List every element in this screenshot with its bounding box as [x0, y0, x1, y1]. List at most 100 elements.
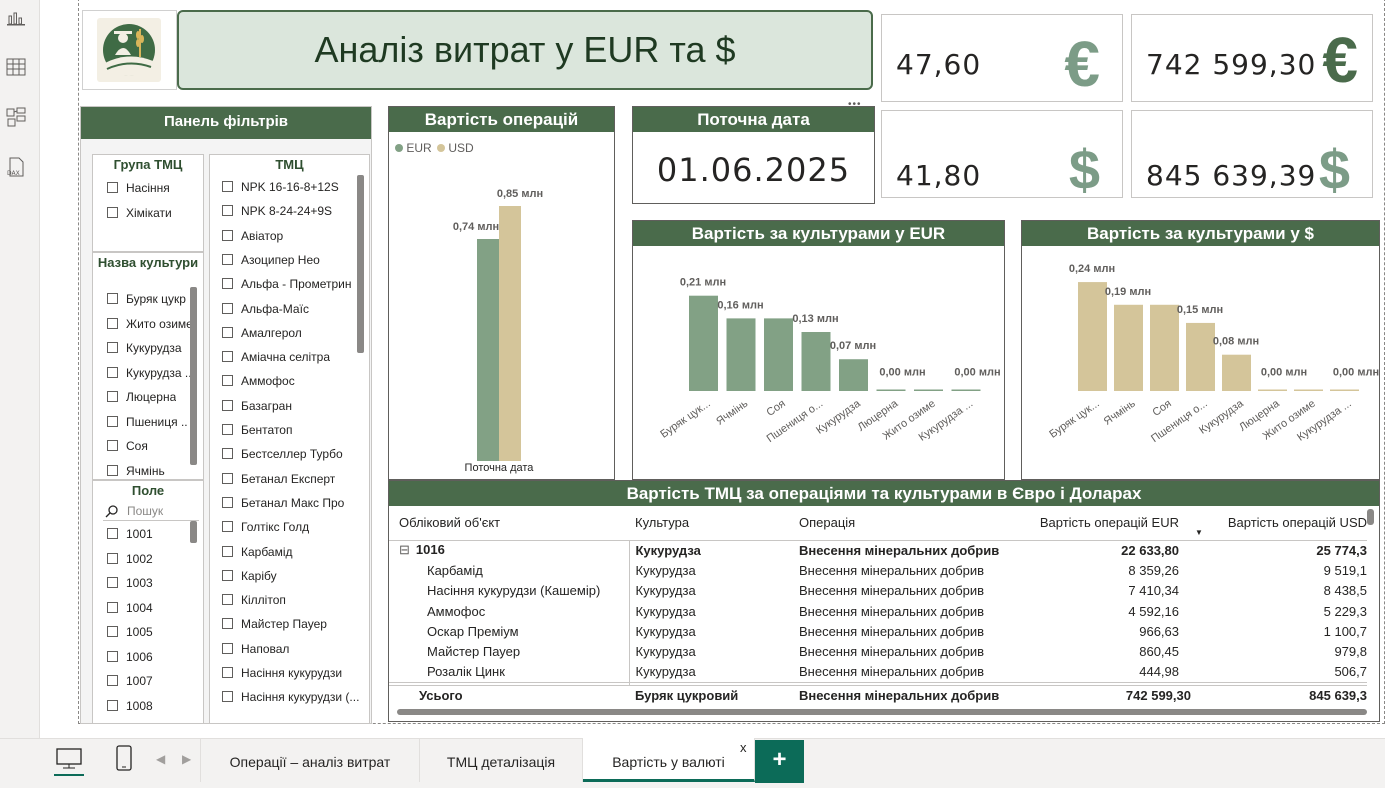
model-view-icon[interactable] [5, 106, 27, 128]
bar-eur[interactable] [477, 239, 499, 461]
tab-tmc-details[interactable]: ТМЦ деталізація [420, 738, 583, 782]
checkbox[interactable] [222, 569, 233, 581]
slicer-item[interactable]: 1005 [107, 625, 153, 639]
checkbox[interactable] [222, 399, 233, 411]
checkbox[interactable] [222, 594, 233, 606]
column-header-operation[interactable]: Операція [799, 515, 856, 531]
slicer-item[interactable]: Бентатоп [222, 423, 292, 437]
slicer-item[interactable]: NPK 8-24-24+9S [222, 204, 332, 218]
tab-currency-cost[interactable]: Вартість у валюті [583, 738, 755, 782]
slicer-item[interactable]: Хімікати [107, 206, 172, 220]
checkbox[interactable] [222, 448, 233, 460]
report-view-icon[interactable] [5, 8, 27, 30]
bar[interactable] [1258, 389, 1287, 392]
checkbox[interactable] [222, 472, 233, 484]
slicer-item[interactable]: Карібу [222, 569, 277, 583]
table-row[interactable]: Аммофос Кукурудза Внесення мінеральних доб… [389, 600, 1367, 622]
column-header-object[interactable]: Обліковий об'єкт [399, 515, 501, 531]
checkbox[interactable] [107, 182, 118, 193]
table-row[interactable]: Майстер Пауер Кукурудза Внесення мінеральн… [389, 641, 1367, 662]
checkbox[interactable] [107, 675, 118, 686]
checkbox[interactable] [107, 528, 118, 539]
checkbox[interactable] [222, 302, 233, 314]
checkbox[interactable] [107, 391, 118, 402]
checkbox[interactable] [107, 415, 118, 427]
more-options-icon[interactable]: ••• [848, 99, 862, 110]
slicer-scrollbar[interactable] [190, 521, 197, 543]
slicer-item[interactable]: 1003 [107, 576, 153, 590]
checkbox[interactable] [107, 699, 118, 711]
slicer-item[interactable]: Насіння кукурудзи (... [222, 690, 359, 704]
slicer-item[interactable]: Наповал [222, 642, 289, 656]
slicer-item[interactable]: 1004 [107, 601, 153, 615]
checkbox[interactable] [222, 326, 233, 338]
bar-usd[interactable] [499, 206, 521, 461]
checkbox[interactable] [222, 545, 233, 557]
bar[interactable] [1186, 322, 1215, 391]
bar[interactable] [1150, 304, 1179, 391]
slicer-item[interactable]: Амалгерол [222, 326, 302, 340]
bar[interactable] [1330, 389, 1359, 392]
checkbox[interactable] [222, 205, 233, 217]
checkbox[interactable] [222, 667, 233, 678]
slicer-item[interactable]: Насіння кукурудзи [222, 666, 342, 680]
column-header-eur[interactable]: Вартість операцій EUR [1039, 515, 1179, 531]
slicer-item[interactable]: Карбамід [222, 545, 293, 559]
slicer-item[interactable]: Базагран [222, 399, 292, 413]
slicer-item[interactable]: Бетанал Макс Про [222, 496, 344, 510]
bar[interactable] [689, 295, 718, 391]
checkbox[interactable] [222, 642, 233, 654]
slicer-scrollbar[interactable] [357, 175, 364, 353]
checkbox[interactable] [222, 691, 233, 703]
add-page-button[interactable]: + [755, 740, 804, 783]
slicer-item[interactable]: 1007 [107, 674, 153, 688]
checkbox[interactable] [222, 496, 233, 508]
slicer-item[interactable]: Майстер Пауер [222, 617, 327, 631]
table-row[interactable]: ⊟ 1016 Кукурудза Внесення мінеральних добри… [389, 540, 1367, 561]
matrix-vertical-scrollbar[interactable] [1367, 509, 1374, 525]
checkbox[interactable] [107, 317, 118, 329]
slicer-item[interactable]: Соя [107, 439, 148, 453]
table-row[interactable]: Карбамід Кукурудза Внесення мінеральних до… [389, 560, 1367, 581]
checkbox[interactable] [222, 375, 233, 387]
bar[interactable] [764, 318, 793, 391]
bar[interactable] [876, 389, 906, 392]
matrix-horizontal-scrollbar[interactable] [397, 709, 1367, 715]
bar[interactable] [726, 318, 756, 391]
slicer-item[interactable]: Люцерна [107, 390, 176, 404]
scroll-left-icon[interactable]: ◀ [156, 752, 166, 766]
table-row[interactable]: Оскар Преміум Кукурудза Внесення мінеральн… [389, 621, 1367, 642]
desktop-layout-icon[interactable] [54, 746, 84, 776]
slicer-item[interactable]: Насіння [107, 181, 170, 195]
bar[interactable] [1078, 282, 1107, 391]
slicer-item[interactable]: Аммофос [222, 374, 295, 388]
expand-collapse-icon[interactable]: ⊟ [399, 542, 410, 558]
bar[interactable] [951, 389, 981, 392]
slicer-item[interactable]: Буряк цукр [107, 292, 186, 306]
mobile-layout-icon[interactable] [112, 744, 136, 774]
checkbox[interactable] [107, 342, 118, 353]
scroll-right-icon[interactable]: ▶ [182, 752, 192, 766]
slicer-item[interactable]: Бетанал Експерт [222, 472, 335, 486]
checkbox[interactable] [107, 293, 118, 304]
slicer-item[interactable]: 1008 [107, 699, 153, 713]
slicer-item[interactable]: Альфа-Маїс [222, 302, 309, 316]
bar[interactable] [839, 359, 868, 391]
slicer-item[interactable]: Пшениця .. [107, 415, 188, 429]
search-box[interactable]: Пошук [103, 501, 199, 521]
checkbox[interactable] [107, 366, 118, 378]
slicer-item[interactable]: 1006 [107, 650, 153, 664]
column-header-usd[interactable]: Вартість операцій USD ▼ [1191, 506, 1367, 540]
column-header-culture[interactable]: Культура [635, 515, 690, 531]
bar[interactable] [1114, 304, 1143, 391]
slicer-item[interactable]: Жито озиме [107, 317, 193, 331]
checkbox[interactable] [107, 626, 118, 637]
slicer-item[interactable]: Голтікс Голд [222, 520, 309, 534]
slicer-item[interactable]: NPK 16-16-8+12S [222, 180, 339, 194]
checkbox[interactable] [107, 464, 118, 476]
table-row[interactable]: Насіння кукурудзи (Кашемір) Кукурудза Внес… [389, 580, 1367, 601]
checkbox[interactable] [107, 601, 118, 613]
checkbox[interactable] [222, 229, 233, 241]
checkbox[interactable] [107, 577, 118, 588]
close-tab-icon[interactable]: x [740, 740, 747, 755]
